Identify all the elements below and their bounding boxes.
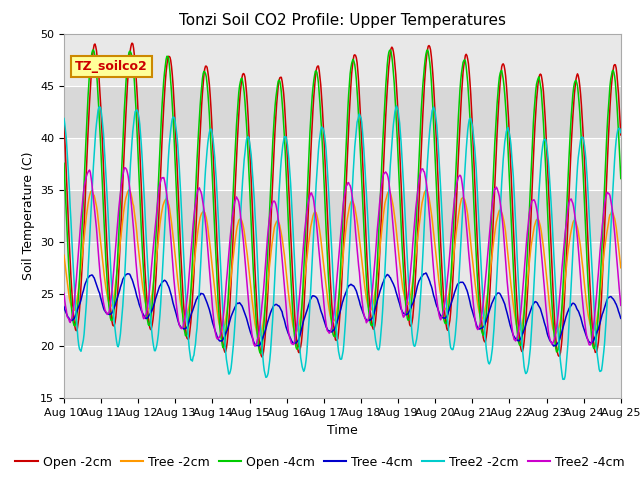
Title: Tonzi Soil CO2 Profile: Upper Temperatures: Tonzi Soil CO2 Profile: Upper Temperatur… — [179, 13, 506, 28]
Bar — [64, 138, 621, 190]
Bar — [64, 190, 621, 242]
Bar — [64, 294, 621, 346]
Bar — [64, 242, 621, 294]
Bar — [64, 86, 621, 138]
Text: TZ_soilco2: TZ_soilco2 — [75, 60, 148, 73]
Bar — [64, 346, 621, 398]
Bar — [64, 34, 621, 86]
X-axis label: Time: Time — [327, 424, 358, 437]
Y-axis label: Soil Temperature (C): Soil Temperature (C) — [22, 152, 35, 280]
Legend: Open -2cm, Tree -2cm, Open -4cm, Tree -4cm, Tree2 -2cm, Tree2 -4cm: Open -2cm, Tree -2cm, Open -4cm, Tree -4… — [10, 451, 630, 474]
